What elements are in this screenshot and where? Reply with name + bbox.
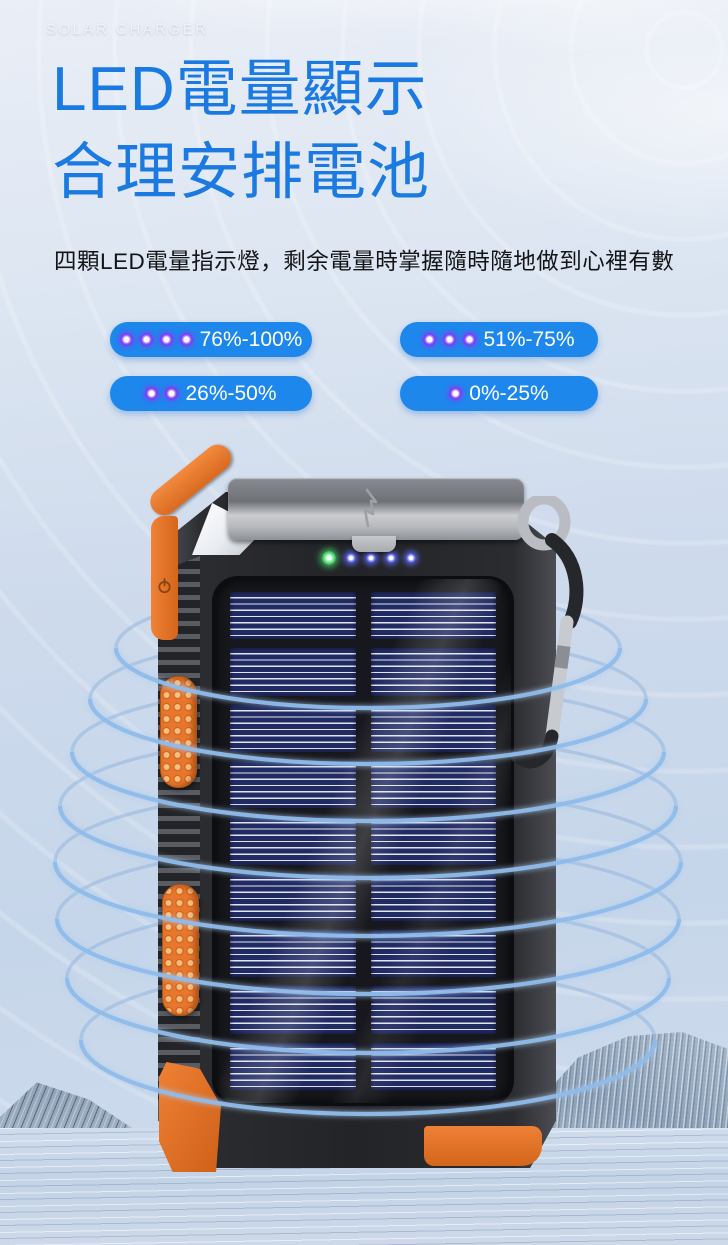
solar-cell: [230, 929, 356, 978]
led-dot-group: [119, 333, 193, 346]
brand-label: SOLAR CHARGER: [46, 21, 209, 38]
battery-badge-26-50: 26%-50%: [110, 376, 312, 411]
side-ribs: [158, 556, 200, 1116]
solar-cell: [230, 986, 356, 1034]
solar-cell: [230, 592, 356, 640]
charge-indicator-leds: [322, 551, 416, 565]
battery-badge-0-25: 0%-25%: [400, 376, 598, 411]
led-dot-group: [145, 387, 179, 400]
led-dot: [443, 333, 457, 346]
status-led-blue: [386, 553, 396, 563]
port-cover-flap: [228, 478, 524, 540]
solar-cell: [370, 704, 496, 752]
solar-panel: [212, 576, 514, 1106]
badge-label: 0%-25%: [469, 381, 549, 405]
solar-cell: [230, 704, 356, 752]
solar-cell: [370, 648, 496, 696]
led-dot: [179, 333, 193, 346]
status-led-blue: [366, 553, 376, 563]
solar-cell: [230, 760, 356, 809]
orange-side-band: [151, 516, 178, 640]
rubber-grip: [162, 884, 199, 1016]
solar-cell-grid: [230, 592, 496, 1090]
headline-line-2: 合理安排電池: [52, 138, 431, 207]
solar-cell: [370, 760, 496, 809]
solar-cell: [230, 648, 356, 696]
flap-pull-tab: [352, 536, 396, 552]
rubber-grip: [160, 676, 197, 788]
badge-label: 51%-75%: [483, 327, 575, 351]
led-dot: [165, 387, 179, 400]
led-dot-group: [449, 387, 463, 400]
solar-cell: [230, 817, 356, 865]
headline-line-1: LED電量顯示: [52, 55, 428, 124]
solar-cell: [370, 929, 496, 978]
led-dot: [159, 333, 173, 346]
orange-corner-bottom-right: [424, 1126, 542, 1166]
solar-cell: [230, 1042, 356, 1090]
badge-label: 26%-50%: [185, 381, 277, 405]
badge-label: 76%-100%: [199, 327, 303, 351]
solar-cell: [230, 873, 356, 921]
solar-cell: [370, 986, 496, 1034]
led-dot: [423, 333, 437, 346]
solar-cell: [370, 873, 496, 921]
arrow-up-icon: [363, 488, 378, 528]
solar-cell: [370, 1042, 496, 1090]
battery-level-badges: 76%-100% 51%-75% 26%-50% 0%-25%: [110, 322, 598, 411]
status-led-blue: [346, 553, 356, 563]
status-led-blue: [406, 553, 416, 563]
led-dot: [119, 333, 133, 346]
page-title: LED電量顯示 合理安排電池: [52, 48, 430, 214]
solar-cell: [370, 817, 496, 865]
power-icon: [158, 578, 171, 594]
carabiner-clip: [510, 496, 584, 769]
battery-badge-51-75: 51%-75%: [400, 322, 598, 357]
led-dot-group: [423, 333, 477, 346]
solar-cell: [370, 592, 496, 640]
status-led-green: [322, 551, 336, 565]
led-dot: [145, 387, 159, 400]
led-dot: [463, 333, 477, 346]
battery-badge-76-100: 76%-100%: [110, 322, 312, 357]
led-dot: [139, 333, 153, 346]
led-dot: [449, 387, 463, 400]
description-text: 四顆LED電量指示燈，剩余電量時掌握隨時隨地做到心裡有數: [54, 249, 675, 274]
